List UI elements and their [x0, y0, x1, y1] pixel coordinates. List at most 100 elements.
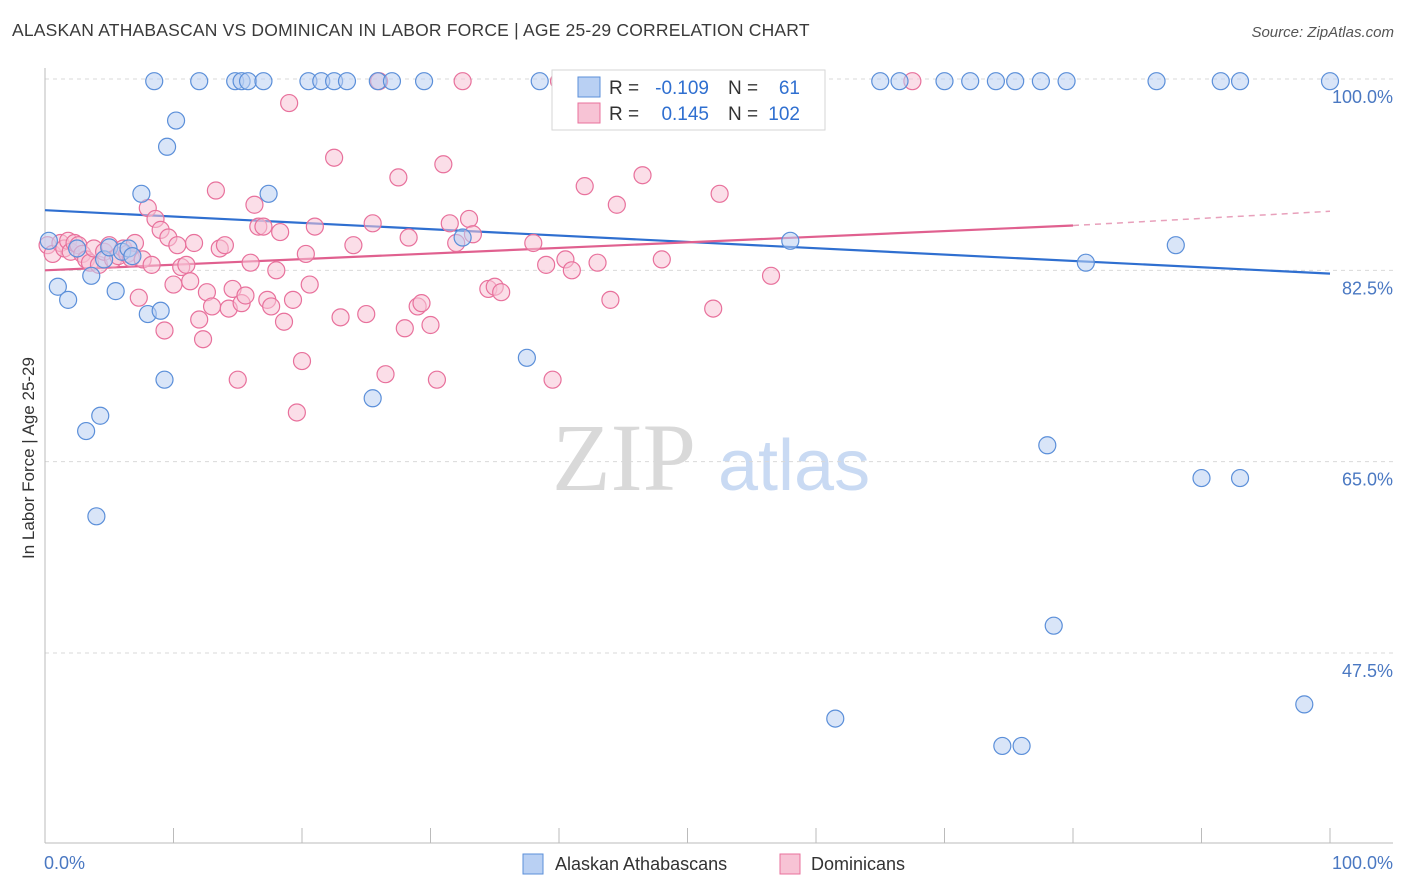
point-series1-97 [633, 166, 652, 185]
point-series0-4 [77, 421, 96, 441]
point-series1-81 [459, 209, 479, 229]
point-series1-21 [129, 288, 148, 307]
point-series0-58 [1211, 72, 1230, 91]
point-series1-52 [262, 297, 281, 316]
point-series1-101 [761, 266, 781, 285]
x-tick-labels: 0.0% 100.0% [44, 853, 1393, 873]
point-series1-69 [376, 365, 395, 384]
y-tick-label-0: 47.5% [1342, 661, 1393, 681]
point-series1-29 [164, 275, 183, 294]
point-series0-0 [39, 231, 58, 250]
x-tick-label-1: 100.0% [1332, 853, 1393, 873]
legend-label-dominican: Dominicans [811, 854, 905, 874]
point-series0-49 [1012, 736, 1031, 756]
stats-r-value-2: 0.145 [661, 104, 709, 125]
point-series0-10 [106, 282, 125, 301]
point-series0-30 [337, 72, 357, 91]
point-series0-60 [1230, 72, 1250, 91]
point-series1-65 [344, 236, 363, 255]
point-series0-20 [166, 111, 186, 130]
point-series0-2 [59, 290, 78, 309]
chart-title: ALASKAN ATHABASCAN VS DOMINICAN IN LABOR… [12, 20, 810, 40]
point-series0-42 [871, 72, 890, 91]
point-series1-33 [181, 272, 200, 291]
point-series1-62 [305, 217, 324, 236]
point-series1-32 [177, 255, 196, 274]
point-series1-80 [453, 72, 472, 91]
stats-n-label-2: N = [728, 104, 758, 125]
point-series1-24 [142, 255, 161, 274]
stats-swatch-dominican [577, 102, 601, 124]
point-series1-67 [363, 214, 382, 233]
y-axis-label: In Labor Force | Age 25-29 [19, 357, 38, 559]
y-tick-label-2: 82.5% [1342, 278, 1393, 298]
legend-label-athabascan: Alaskan Athabascans [555, 854, 727, 874]
stats-swatch-athabascan [577, 76, 601, 98]
point-series1-30 [168, 236, 187, 255]
watermark-atlas: atlas [718, 426, 870, 506]
point-series1-46 [236, 286, 255, 305]
point-series0-59 [1230, 468, 1250, 488]
point-series0-50 [1031, 72, 1050, 91]
stats-n-value-2: 102 [768, 104, 800, 125]
point-series0-48 [1006, 72, 1025, 91]
y-tick-label-3: 100.0% [1332, 87, 1393, 107]
point-series1-27 [155, 321, 174, 340]
point-series1-35 [190, 310, 209, 329]
point-series0-52 [1044, 616, 1063, 635]
point-series1-57 [283, 290, 303, 309]
stats-n-label-1: N = [728, 78, 758, 99]
point-series0-35 [453, 228, 472, 247]
axes [44, 68, 1393, 844]
y-tick-labels: 47.5% 65.0% 82.5% 100.0% [1332, 87, 1393, 681]
point-series0-1 [48, 277, 67, 296]
point-series1-93 [588, 253, 607, 272]
point-series1-99 [704, 299, 723, 318]
trend-lines [44, 209, 1331, 275]
point-series0-7 [91, 406, 110, 425]
point-series1-55 [274, 312, 294, 331]
point-series1-56 [280, 93, 299, 113]
point-series0-44 [935, 72, 954, 91]
point-series1-92 [575, 177, 594, 196]
point-series0-37 [530, 72, 549, 91]
point-series1-60 [296, 244, 315, 264]
point-series1-72 [399, 228, 418, 247]
point-series1-38 [202, 297, 222, 316]
point-series0-56 [1166, 236, 1185, 255]
point-series0-16 [145, 72, 164, 91]
point-series0-18 [151, 301, 170, 320]
point-series1-100 [710, 184, 729, 203]
point-series1-86 [524, 233, 543, 253]
point-series0-43 [890, 72, 909, 91]
point-series1-64 [331, 308, 350, 327]
point-series0-47 [993, 736, 1012, 756]
point-series1-41 [215, 236, 234, 255]
x-tick-label-0: 0.0% [44, 853, 85, 873]
point-series0-3 [68, 239, 87, 258]
point-series0-25 [254, 72, 273, 91]
stats-legend-box: R = -0.109 N = 61 R = 0.145 N = 102 [551, 69, 826, 131]
watermark: ZIP atlas [552, 404, 870, 511]
point-series1-39 [206, 181, 226, 200]
point-series0-6 [87, 507, 106, 526]
point-series0-17 [157, 137, 177, 156]
point-series0-61 [1295, 695, 1314, 714]
point-series1-53 [267, 261, 286, 280]
bottom-legend: Alaskan Athabascans Dominicans [522, 853, 905, 875]
point-series1-61 [300, 275, 319, 294]
point-series0-62 [1320, 72, 1340, 91]
stats-r-value-1: -0.109 [655, 78, 709, 99]
point-series1-94 [601, 290, 620, 309]
point-series1-58 [287, 403, 306, 422]
point-series0-33 [382, 72, 402, 91]
point-series0-57 [1192, 468, 1211, 488]
point-series0-55 [1147, 72, 1166, 91]
point-series0-36 [517, 348, 536, 367]
point-series0-24 [238, 72, 258, 91]
point-series1-36 [193, 330, 213, 349]
point-series1-48 [245, 195, 264, 214]
point-series1-98 [652, 250, 671, 269]
point-series0-31 [363, 389, 382, 408]
